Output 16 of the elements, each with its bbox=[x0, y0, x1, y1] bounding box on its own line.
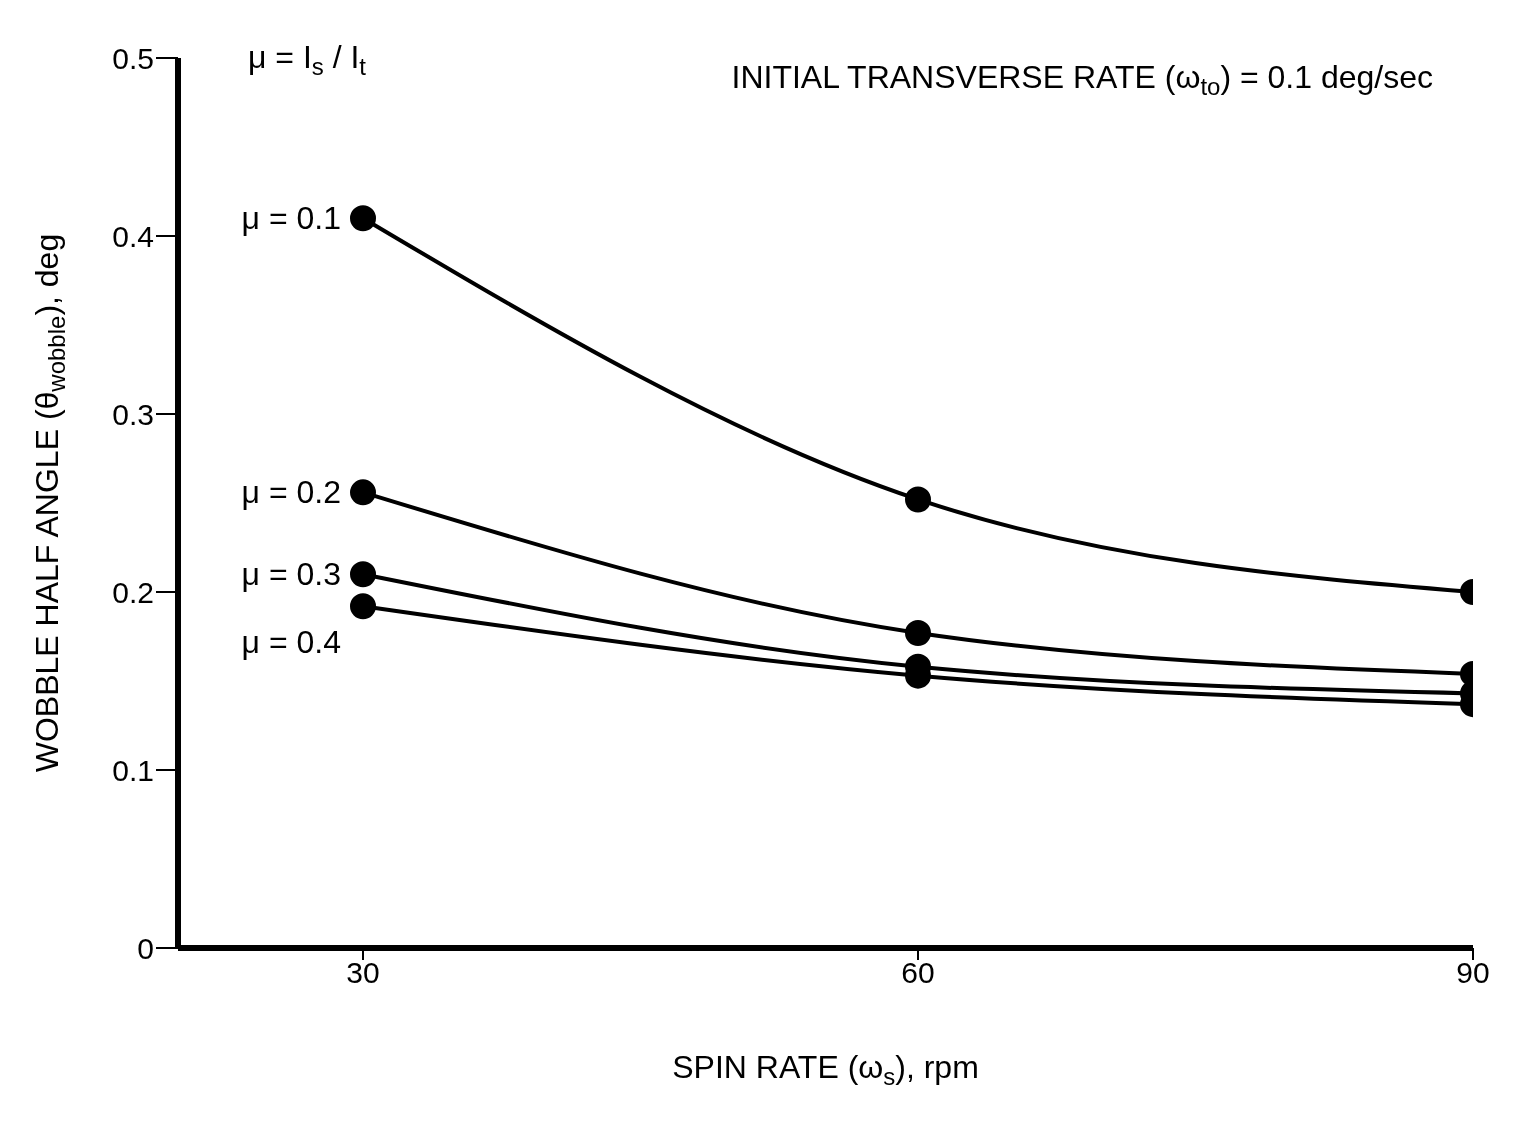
y-tick-label: 0.5 bbox=[112, 41, 154, 75]
x-tick-label: 30 bbox=[346, 956, 380, 990]
annotation: μ = I$_{s}$ / I$_{t}$ bbox=[248, 39, 367, 81]
y-tick-label: 0.3 bbox=[112, 397, 154, 431]
x-tick-label: 90 bbox=[1456, 956, 1490, 990]
legend-label: μ = 0.1 bbox=[241, 200, 341, 237]
series-label: μ = 0.2 bbox=[241, 474, 341, 511]
x-tick-label: 60 bbox=[901, 956, 935, 990]
series-label: μ = 0.4 bbox=[241, 624, 341, 661]
x-axis-title: SPIN RATE (ω$_{s}$), rpm bbox=[672, 1049, 979, 1091]
y-tick-label: 0.1 bbox=[112, 753, 154, 787]
y-tick-label: 0.2 bbox=[112, 575, 154, 609]
legend-label: μ = 0.3 bbox=[241, 556, 341, 593]
y-tick-label: 0.4 bbox=[112, 219, 154, 253]
chart-title: INITIAL TRANSVERSE RATE (ω$_{to}$) = 0.1 deg/sec bbox=[731, 59, 1433, 101]
y-tick-label: 0 bbox=[137, 931, 154, 965]
